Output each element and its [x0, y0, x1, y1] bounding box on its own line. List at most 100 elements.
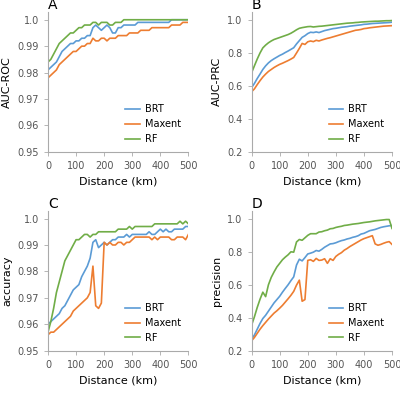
RF — [294, 28, 299, 32]
Maxent — [291, 289, 296, 294]
RF — [249, 323, 254, 327]
Maxent — [342, 248, 347, 253]
Line: Maxent: Maxent — [48, 22, 188, 78]
RF — [150, 17, 154, 22]
RF — [387, 19, 392, 23]
Maxent — [76, 303, 81, 308]
RF — [122, 17, 126, 22]
RF — [387, 217, 392, 222]
Line: RF: RF — [252, 20, 392, 73]
Maxent — [294, 283, 299, 288]
BRT — [390, 20, 394, 24]
Maxent — [350, 243, 355, 247]
BRT — [180, 227, 185, 232]
Line: RF: RF — [48, 221, 188, 332]
BRT — [294, 263, 299, 268]
BRT — [294, 42, 299, 46]
Y-axis label: AUC-PRC: AUC-PRC — [212, 57, 222, 106]
Y-axis label: accuracy: accuracy — [2, 255, 12, 306]
Maxent — [350, 29, 355, 33]
RF — [186, 17, 191, 22]
Line: Maxent: Maxent — [48, 234, 188, 335]
RF — [76, 25, 81, 30]
Maxent — [88, 290, 92, 295]
Maxent — [46, 76, 50, 80]
Maxent — [88, 41, 92, 46]
Maxent — [90, 36, 95, 41]
BRT — [249, 337, 254, 342]
BRT — [90, 240, 95, 245]
RF — [46, 59, 50, 64]
BRT — [387, 223, 392, 228]
RF — [291, 250, 296, 255]
Maxent — [387, 239, 392, 244]
BRT — [147, 229, 152, 234]
BRT — [390, 223, 394, 228]
BRT — [46, 68, 50, 72]
BRT — [291, 275, 296, 279]
Line: Maxent: Maxent — [252, 236, 392, 341]
X-axis label: Distance (km): Distance (km) — [283, 375, 361, 385]
RF — [350, 222, 355, 227]
BRT — [88, 33, 92, 38]
BRT — [88, 256, 92, 260]
Maxent — [249, 89, 254, 94]
RF — [390, 18, 394, 23]
Text: B: B — [252, 0, 261, 12]
BRT — [183, 224, 188, 229]
Maxent — [387, 24, 392, 28]
Maxent — [370, 233, 375, 238]
Maxent — [294, 51, 299, 56]
RF — [90, 20, 95, 25]
Maxent — [183, 20, 188, 25]
BRT — [280, 290, 285, 295]
Maxent — [280, 303, 285, 308]
Maxent — [390, 242, 394, 247]
Legend: BRT, Maxent, RF: BRT, Maxent, RF — [326, 300, 387, 346]
Maxent — [180, 20, 185, 25]
X-axis label: Distance (km): Distance (km) — [79, 177, 157, 186]
BRT — [280, 52, 285, 56]
BRT — [350, 24, 355, 28]
Maxent — [138, 28, 143, 33]
BRT — [76, 39, 81, 43]
RF — [90, 232, 95, 237]
BRT — [90, 25, 95, 30]
RF — [186, 221, 191, 226]
RF — [147, 224, 152, 229]
BRT — [183, 17, 188, 22]
Maxent — [280, 61, 285, 65]
RF — [249, 71, 254, 75]
BRT — [76, 282, 81, 287]
RF — [76, 237, 81, 242]
RF — [141, 17, 146, 22]
Maxent — [138, 235, 143, 240]
BRT — [342, 238, 347, 242]
Maxent — [186, 20, 191, 25]
Line: RF: RF — [252, 219, 392, 325]
BRT — [169, 17, 174, 22]
RF — [46, 330, 50, 335]
Line: BRT: BRT — [252, 225, 392, 339]
Maxent — [90, 264, 95, 268]
Maxent — [291, 55, 296, 60]
BRT — [186, 224, 191, 229]
Text: A: A — [48, 0, 58, 12]
Maxent — [183, 237, 188, 242]
Legend: BRT, Maxent, RF: BRT, Maxent, RF — [326, 101, 387, 147]
BRT — [46, 322, 50, 327]
RF — [342, 223, 347, 228]
Text: D: D — [252, 197, 262, 211]
X-axis label: Distance (km): Distance (km) — [79, 375, 157, 385]
BRT — [138, 20, 143, 25]
BRT — [186, 17, 191, 22]
RF — [138, 224, 143, 229]
Maxent — [76, 46, 81, 51]
Y-axis label: AUC-ROC: AUC-ROC — [2, 56, 12, 108]
RF — [390, 226, 394, 231]
RF — [350, 20, 355, 25]
Y-axis label: precision: precision — [212, 256, 222, 306]
Legend: BRT, Maxent, RF: BRT, Maxent, RF — [122, 101, 184, 147]
Maxent — [390, 23, 394, 28]
Maxent — [147, 235, 152, 240]
